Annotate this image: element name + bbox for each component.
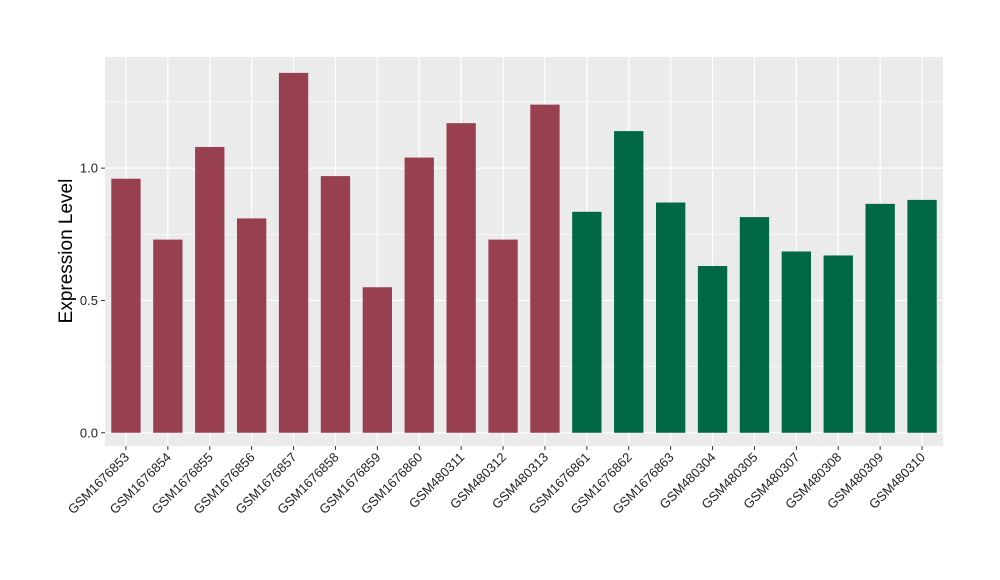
y-tick-label: 0.5 [80,293,98,308]
bar-gsm1676860 [404,157,434,433]
bar-gsm480312 [488,239,518,433]
bar-gsm480307 [781,251,812,433]
plot-panel [105,57,943,446]
bar-gsm1676863 [655,202,686,433]
bar-gsm1676858 [320,176,351,433]
bar-gsm480310 [907,199,937,433]
y-axis: 0.0 0.5 1.0 [80,161,105,440]
bar-gsm480308 [823,255,853,433]
bar-gsm480305 [739,217,770,433]
x-axis: GSM1676853GSM1676854GSM1676855GSM1676856… [65,446,928,517]
bar-gsm1676861 [572,211,602,433]
bar-gsm1676856 [236,218,267,433]
y-tick-label: 1.0 [80,161,98,176]
bars [111,72,937,433]
bar-gsm480304 [697,266,728,433]
y-tick-label: 0.0 [80,425,98,440]
bar-gsm1676859 [362,287,393,433]
bar-gsm1676853 [111,178,141,433]
bar-gsm480311 [446,123,476,433]
bar-gsm480309 [865,203,895,433]
bar-gsm1676857 [278,72,309,433]
bar-gsm480313 [530,104,560,433]
bar-gsm1676862 [614,131,644,433]
bar-gsm1676854 [153,239,183,433]
y-axis-title: Expression Level [56,179,77,324]
bar-gsm1676855 [195,146,225,433]
